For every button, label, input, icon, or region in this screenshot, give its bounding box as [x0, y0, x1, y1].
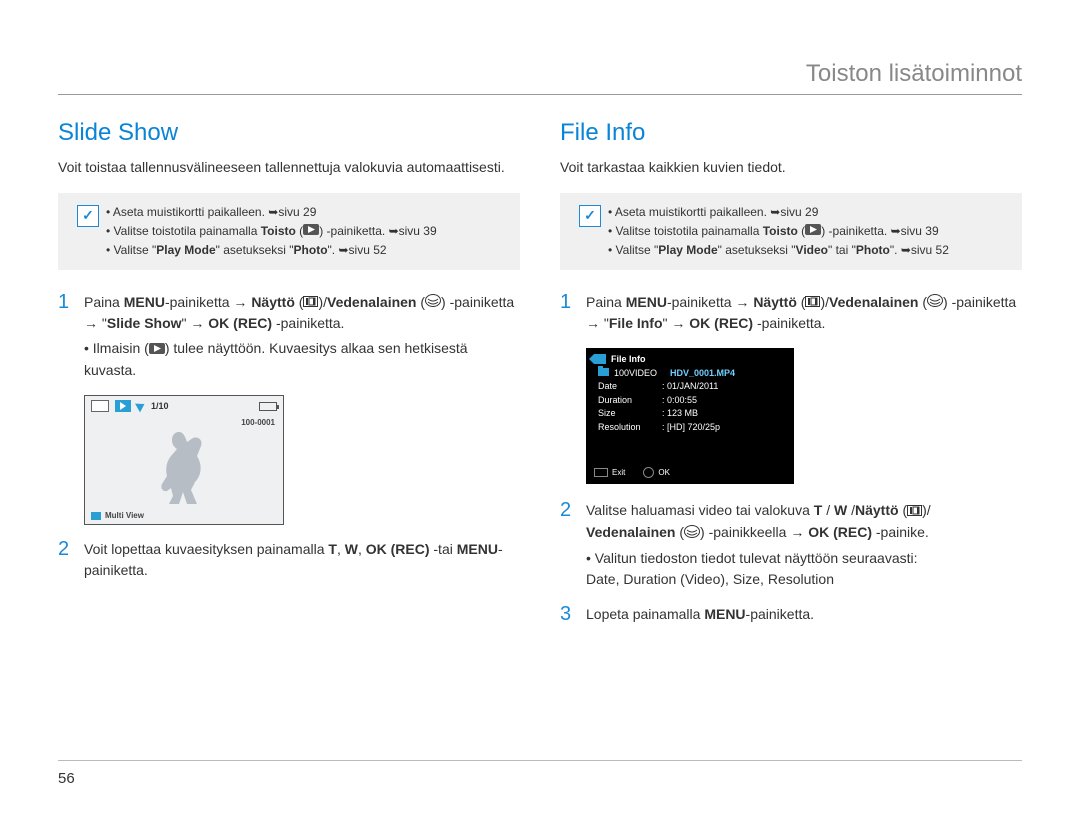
page-header: Toiston lisätoiminnot [58, 60, 1022, 95]
page-ref-arrow-icon: ➥ [770, 205, 780, 219]
heading-slide-show: Slide Show [58, 119, 520, 147]
file-name: HDV_0001.MP4 [670, 368, 735, 378]
arrow-icon: → [190, 315, 204, 331]
folder-name: 100VIDEO [614, 368, 657, 378]
intro-slide-show: Voit toistaa tallennusvälineeseen tallen… [58, 157, 520, 177]
cursor-icon [135, 400, 147, 413]
arrow-icon: → [735, 294, 749, 310]
step-2-right: 2 Valitse haluamasi video tai valokuva T… [560, 500, 1022, 590]
play-rect-icon [303, 222, 319, 241]
step-number: 2 [58, 539, 84, 581]
play-rect-icon [805, 222, 821, 241]
file-info-row: Resolution[HD] 720/25p [594, 421, 786, 435]
sd-card-icon [91, 400, 109, 412]
file-info-screen-preview: File Info 100VIDEO HDV_0001.MP4 Date01/J… [586, 348, 794, 484]
battery-icon [259, 402, 277, 411]
step-1-left: 1 Paina MENU-painiketta → Näyttö ()/Vede… [58, 292, 520, 382]
column-file-info: File Info Voit tarkastaa kaikkien kuvien… [560, 119, 1022, 639]
page-header-title: Toiston lisätoiminnot [806, 60, 1022, 87]
page-ref-arrow-icon: ➥ [891, 224, 901, 238]
step-number: 2 [560, 500, 586, 590]
info-item: Valitse "Play Mode" asetukseksi "Video" … [608, 241, 949, 260]
underwater-icon [425, 292, 441, 313]
arrow-icon: → [84, 315, 98, 331]
step-number: 1 [58, 292, 84, 382]
back-icon [594, 354, 606, 364]
counter-label: 1/10 [151, 401, 169, 411]
file-info-row: Size123 MB [594, 407, 786, 421]
menu-button-icon [594, 468, 608, 477]
photo-silhouette [149, 426, 219, 506]
multi-view-label: Multi View [105, 511, 144, 520]
info-item: Valitse toistotila painamalla Toisto () … [608, 222, 949, 241]
step-number: 3 [560, 604, 586, 625]
display-icon [805, 292, 820, 313]
info-item: Aseta muistikortti paikalleen. ➥sivu 29 [106, 203, 437, 222]
folder-icon [598, 368, 609, 376]
slideshow-indicator-icon [149, 339, 165, 360]
step-number: 1 [560, 292, 586, 335]
page-ref-arrow-icon: ➥ [389, 224, 399, 238]
info-item: Valitse toistotila painamalla Toisto () … [106, 222, 437, 241]
page-ref-arrow-icon: ➥ [901, 243, 911, 257]
display-icon [303, 292, 318, 313]
step-bullet: Valitun tiedoston tiedot tulevat näyttöö… [586, 548, 1022, 590]
underwater-icon [927, 292, 943, 313]
page-number: 56 [58, 770, 75, 787]
ok-button-icon [643, 467, 654, 478]
arrow-icon: → [586, 315, 600, 331]
arrow-icon: → [233, 294, 247, 310]
check-icon: ✓ [77, 205, 99, 227]
step-2-left: 2 Voit lopettaa kuvaesityksen painamalla… [58, 539, 520, 581]
info-box-left: ✓ Aseta muistikortti paikalleen. ➥sivu 2… [58, 193, 520, 269]
file-info-row: Duration0:00:55 [594, 394, 786, 408]
info-item: Valitse "Play Mode" asetukseksi "Photo".… [106, 241, 437, 260]
ok-label: OK [658, 468, 670, 477]
info-box-right: ✓ Aseta muistikortti paikalleen. ➥sivu 2… [560, 193, 1022, 269]
intro-file-info: Voit tarkastaa kaikkien kuvien tiedot. [560, 157, 1022, 177]
exit-label: Exit [612, 468, 625, 477]
footer-divider [58, 760, 1022, 761]
info-list-left: Aseta muistikortti paikalleen. ➥sivu 29 … [106, 203, 437, 259]
arrow-icon: → [671, 315, 685, 331]
page-ref-arrow-icon: ➥ [338, 243, 348, 257]
step-bullet: Ilmaisin () tulee näyttöön. Kuvaesitys a… [84, 338, 520, 381]
play-indicator-icon [115, 400, 131, 412]
multi-view-icon [91, 512, 101, 520]
column-slide-show: Slide Show Voit toistaa tallennusvälinee… [58, 119, 520, 639]
slideshow-screen-preview: 1/10 100-0001 Multi View [84, 395, 284, 525]
page-ref-arrow-icon: ➥ [268, 205, 278, 219]
check-icon: ✓ [579, 205, 601, 227]
step-1-right: 1 Paina MENU-painiketta → Näyttö ()/Vede… [560, 292, 1022, 335]
info-list-right: Aseta muistikortti paikalleen. ➥sivu 29 … [608, 203, 949, 259]
display-icon [907, 501, 922, 522]
info-item: Aseta muistikortti paikalleen. ➥sivu 29 [608, 203, 949, 222]
step-3-right: 3 Lopeta painamalla MENU-painiketta. [560, 604, 1022, 625]
file-info-row: Date01/JAN/2011 [594, 380, 786, 394]
file-info-title: File Info [611, 354, 646, 364]
underwater-icon [684, 523, 700, 544]
arrow-icon: → [790, 524, 804, 540]
file-number-label: 100-0001 [241, 418, 275, 427]
heading-file-info: File Info [560, 119, 1022, 147]
